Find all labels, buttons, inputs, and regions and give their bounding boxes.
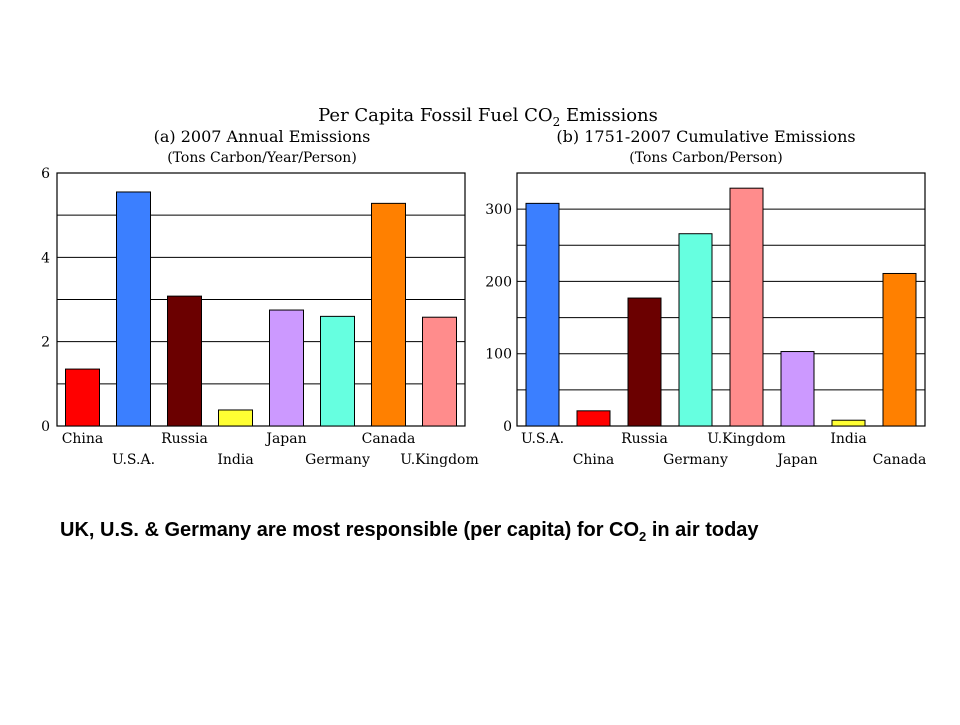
caption-text-end: in air today <box>646 519 759 541</box>
bar-china <box>576 410 611 427</box>
y-tick-label: 2 <box>41 335 50 351</box>
y-tick-label: 300 <box>485 202 512 218</box>
bar-china <box>65 368 100 427</box>
x-tick-label: China <box>62 431 104 447</box>
x-tick-label: U.S.A. <box>521 431 564 447</box>
bar-japan <box>269 309 304 427</box>
bar-germany <box>320 315 355 427</box>
x-tick-label: U.Kingdom <box>707 431 786 447</box>
y-tick-label: 0 <box>503 419 512 435</box>
bar-india <box>831 419 866 427</box>
y-tick-label: 0 <box>41 419 50 435</box>
x-tick-label: India <box>830 431 866 447</box>
bar-japan <box>780 351 815 427</box>
chart-panel-annual: (a) 2007 Annual Emissions (Tons Carbon/Ye… <box>41 127 479 468</box>
y-tick-label: 200 <box>485 274 512 290</box>
bar-ukingdom <box>422 316 457 427</box>
plot-frame <box>516 172 926 427</box>
y-tick-label: 6 <box>41 166 50 182</box>
chart-subtitle: (Tons Carbon/Year/Person) <box>167 150 357 166</box>
x-tick-label: U.S.A. <box>112 452 155 468</box>
caption-subscript: 2 <box>639 529 647 544</box>
x-tick-label: Canada <box>873 452 927 468</box>
caption: UK, U.S. & Germany are most responsible … <box>60 519 940 551</box>
x-tick-label: Japan <box>775 452 817 468</box>
bar-india <box>218 409 253 427</box>
bar-russia <box>167 295 202 427</box>
plot-frame <box>56 172 466 427</box>
bar-canada <box>882 272 917 427</box>
bar-germany <box>678 233 713 427</box>
x-tick-label: U.Kingdom <box>400 452 479 468</box>
bar-usa <box>525 202 560 427</box>
chart-panel-cumulative: (b) 1751-2007 Cumulative Emissions (Tons … <box>485 127 926 468</box>
bar-ukingdom <box>729 187 764 427</box>
x-tick-label: Germany <box>305 452 370 468</box>
x-tick-label: Germany <box>663 452 728 468</box>
x-tick-label: Russia <box>161 431 208 447</box>
bar-usa <box>116 191 151 427</box>
chart-subtitle: (Tons Carbon/Person) <box>629 150 783 166</box>
y-tick-label: 4 <box>41 250 50 266</box>
x-tick-label: China <box>573 452 615 468</box>
x-tick-label: Canada <box>362 431 416 447</box>
chart-title: (b) 1751-2007 Cumulative Emissions <box>556 127 855 146</box>
x-tick-label: Japan <box>264 431 306 447</box>
x-tick-label: Russia <box>621 431 668 447</box>
caption-text: UK, U.S. & Germany are most responsible … <box>60 519 640 541</box>
chart-title: (a) 2007 Annual Emissions <box>154 127 371 146</box>
bar-canada <box>371 202 406 427</box>
y-tick-label: 100 <box>485 347 512 363</box>
figure-title: Per Capita Fossil Fuel CO2 Emissions <box>318 105 658 129</box>
bar-russia <box>627 297 662 427</box>
x-tick-label: India <box>217 452 253 468</box>
